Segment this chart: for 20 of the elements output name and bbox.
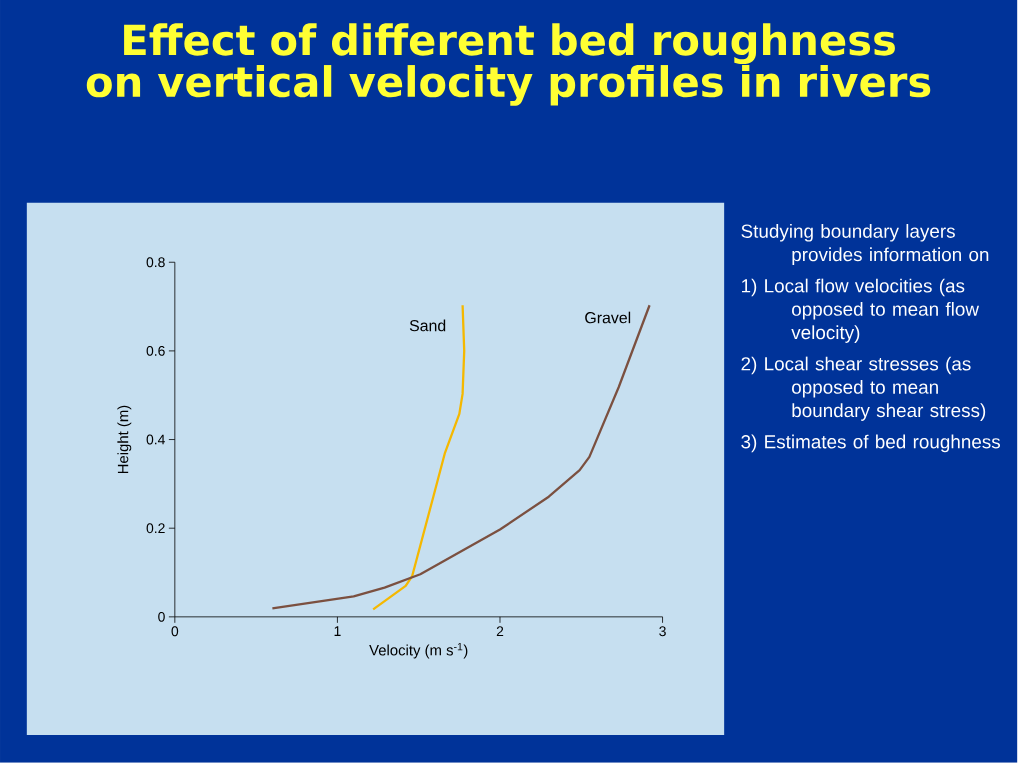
text: 3) Estimates of bed roughness (741, 434, 1001, 453)
chart-title: Effect of different bed roughness on vertical velocity profiles in rivers (86, 23, 931, 106)
y-tick-label: 0.8 (146, 257, 165, 268)
line-series (271, 304, 651, 610)
text: 1) Local flow velocities (as opposed to mean flow velocity) (742, 278, 980, 343)
x-tick-label: 2 (496, 626, 504, 637)
x-tick-label: 3 (659, 626, 666, 637)
x-tick-label: 0 (171, 626, 179, 637)
y-tick-label: 0.2 (146, 523, 165, 534)
x-axis-title: Velocity (m s$^{-1}$) (369, 643, 468, 659)
series-label: Gravel (585, 311, 631, 324)
y-tick-label: 0.6 (146, 346, 165, 356)
series-label: Sand (409, 319, 446, 332)
text: 2) Local shear stresses (as opposed to mean boundary shear stress) (741, 356, 986, 421)
y-axis-title: Height (m) (117, 405, 132, 474)
text: Studying boundary layers provides information on (741, 224, 989, 266)
line-series (372, 304, 466, 611)
y-tick-label: 0 (158, 611, 165, 622)
y-tick-label: 0.4 (146, 434, 165, 445)
x-tick-label: 1 (334, 626, 341, 636)
